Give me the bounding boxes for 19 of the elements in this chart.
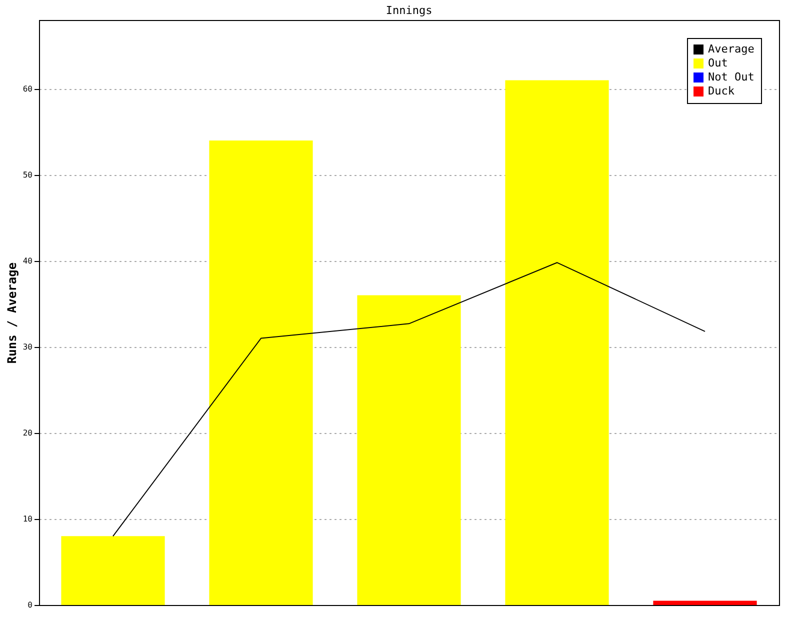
y-tick-label: 30	[22, 342, 33, 352]
legend-label: Average	[708, 42, 754, 56]
y-tick-label: 40	[22, 256, 33, 266]
legend-label: Duck	[708, 84, 735, 98]
y-tick-label: 0	[28, 600, 33, 610]
y-tick-label: 10	[22, 514, 33, 524]
line-series	[112, 262, 706, 537]
legend-label: Not Out	[708, 70, 754, 84]
chart-title: Innings	[386, 4, 432, 17]
y-tick-label: 60	[22, 84, 33, 94]
y-axis-title: Runs / Average	[4, 262, 19, 364]
legend-label: Out	[708, 56, 728, 70]
bar	[653, 600, 757, 605]
y-tick-label: 50	[22, 170, 33, 180]
bar	[209, 140, 313, 605]
y-tick-label: 20	[22, 428, 33, 438]
bar	[357, 295, 461, 605]
bar	[61, 536, 165, 605]
bar	[505, 80, 609, 605]
